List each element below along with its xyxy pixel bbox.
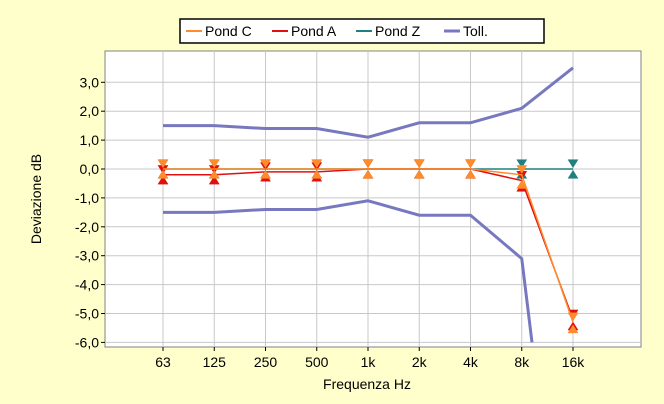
x-tick-label: 2k bbox=[412, 354, 428, 370]
x-axis-title: Frequenza Hz bbox=[323, 376, 411, 392]
pond-c-lower-point bbox=[413, 169, 425, 179]
pond-c-upper-point bbox=[516, 165, 528, 174]
legend-label-toll-: Toll. bbox=[463, 23, 488, 39]
x-tick-label: 125 bbox=[203, 354, 227, 370]
y-tick-label: -5,0 bbox=[75, 306, 99, 322]
pond-c-line bbox=[163, 168, 574, 323]
pond-z-lower-point bbox=[567, 169, 579, 179]
x-tick-label: 4k bbox=[463, 354, 479, 370]
tolerance-lower-line bbox=[163, 199, 534, 343]
pond-c-upper-point bbox=[567, 312, 579, 322]
x-tick-label: 250 bbox=[254, 354, 278, 370]
pond-c-lower-point bbox=[260, 169, 271, 179]
tolerance-upper-line bbox=[163, 66, 574, 139]
x-tick-label: 1k bbox=[361, 354, 377, 370]
y-tick-label: -1,0 bbox=[75, 190, 99, 206]
y-tick-label: -4,0 bbox=[75, 277, 99, 293]
pond-z-upper-point bbox=[516, 159, 528, 169]
grid-layer bbox=[105, 51, 641, 347]
pond-c-upper-point bbox=[362, 159, 374, 169]
pond-c-upper-point bbox=[208, 159, 220, 169]
y-tick-label: 3,0 bbox=[80, 74, 100, 90]
y-tick-label: 2,0 bbox=[80, 103, 100, 119]
pond-c-lower-point bbox=[311, 169, 323, 179]
y-tick-label: 1,0 bbox=[80, 132, 100, 148]
pond-c-lower-point bbox=[516, 179, 528, 189]
pond-c-upper-point bbox=[260, 159, 271, 169]
pond-c-upper-point bbox=[465, 159, 476, 169]
pond-c-upper-point bbox=[413, 159, 425, 169]
legend-label-pond-z: Pond Z bbox=[375, 23, 421, 39]
pond-c-lower-point bbox=[567, 324, 579, 334]
legend-box bbox=[179, 18, 545, 44]
x-tick-label: 16k bbox=[562, 354, 586, 370]
pond-c-lower-point bbox=[208, 169, 220, 179]
pond-c-upper-point bbox=[311, 159, 323, 169]
y-axis-title: Deviazione dB bbox=[28, 154, 44, 244]
pond-c-upper-point bbox=[157, 159, 169, 169]
legend-label-pond-c: Pond C bbox=[205, 23, 252, 39]
legend-label-pond-a: Pond A bbox=[291, 23, 337, 39]
pond-c-lower-point bbox=[157, 169, 169, 179]
x-tick-label: 500 bbox=[305, 354, 329, 370]
legend: Pond C Pond A Pond Z Toll. bbox=[179, 18, 545, 44]
pond-z-upper-point bbox=[567, 159, 579, 169]
pond-a-lower-point bbox=[208, 175, 220, 185]
series-layer bbox=[157, 66, 579, 343]
pond-c-lower-point bbox=[362, 169, 374, 179]
y-tick-label: -3,0 bbox=[75, 248, 99, 264]
y-tick-label: 0,0 bbox=[80, 161, 100, 177]
axis-layer: 3,0 2,0 1,0 0,0 -1,0 -2,0 -3,0 -4,0 -5,0 -6,0 63 12… bbox=[75, 74, 585, 370]
pond-c-lower-point bbox=[465, 169, 476, 179]
x-tick-label: 63 bbox=[155, 354, 171, 370]
plot-area bbox=[104, 50, 642, 348]
plot-frame bbox=[104, 50, 642, 348]
pond-a-lower-point bbox=[157, 175, 169, 185]
y-tick-label: -6,0 bbox=[75, 334, 99, 350]
y-tick-label: -2,0 bbox=[75, 219, 99, 235]
x-tick-label: 8k bbox=[514, 354, 530, 370]
